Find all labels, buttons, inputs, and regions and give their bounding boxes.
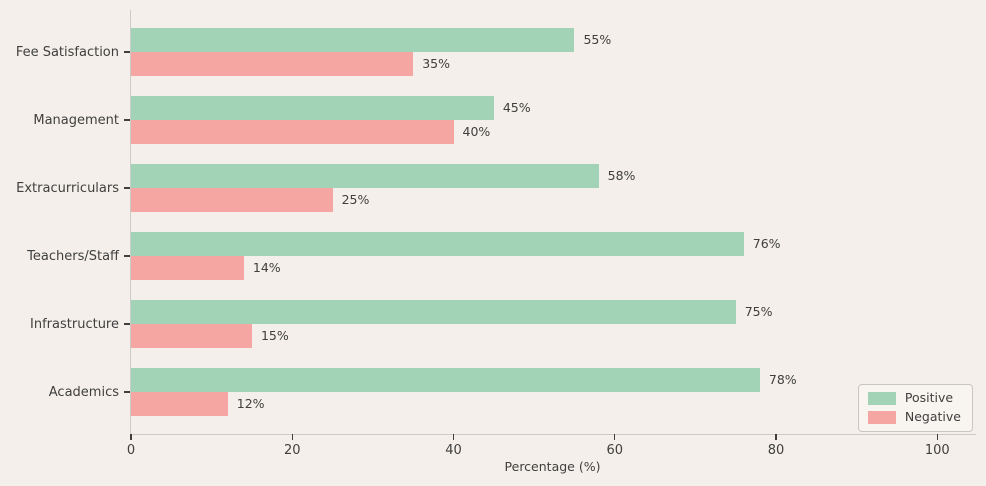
y-tick-mark-fee-satisfaction: [124, 51, 130, 53]
bar-negative-teachers-staff: [131, 256, 244, 280]
value-label-positive-extracurriculars: 58%: [607, 168, 636, 183]
legend-swatch-negative-icon: [867, 411, 896, 424]
bar-negative-extracurriculars: [131, 188, 333, 212]
x-tick-mark-0: [130, 434, 132, 440]
y-tick-mark-management: [124, 119, 130, 121]
bar-negative-infrastructure: [131, 324, 252, 348]
x-tick-label-80: 80: [767, 443, 785, 458]
x-tick-mark-40: [452, 434, 455, 440]
legend-label-positive: Positive: [904, 390, 954, 406]
x-tick-mark-20: [291, 434, 293, 440]
value-label-negative-academics: 12%: [236, 396, 265, 411]
x-tick-mark-80: [775, 434, 777, 440]
y-tick-label-extracurriculars: Extracurriculars: [16, 181, 119, 196]
x-axis-title: Percentage (%): [504, 459, 601, 474]
y-tick-label-infrastructure: Infrastructure: [30, 317, 119, 332]
plot-area: Fee Satisfaction 55% 35% Management 45% 40% Ex…: [16, 10, 976, 457]
bar-positive-infrastructure: [131, 300, 736, 324]
value-label-negative-infrastructure: 15%: [260, 328, 289, 343]
bar-positive-academics: [131, 368, 760, 392]
value-label-negative-extracurriculars: 25%: [341, 192, 370, 207]
bar-positive-fee-satisfaction: [131, 28, 575, 52]
legend-item-negative: Negative: [867, 409, 961, 425]
legend-swatch-positive-icon: [867, 392, 896, 405]
bar-negative-fee-satisfaction: [131, 52, 414, 76]
y-tick-mark-extracurriculars: [124, 187, 130, 189]
x-tick-label-60: 60: [606, 443, 624, 458]
value-label-positive-fee-satisfaction: 55%: [583, 32, 612, 47]
value-label-positive-teachers-staff: 76%: [752, 236, 781, 251]
x-tick-label-20: 20: [283, 443, 301, 458]
legend: Positive Negative: [857, 384, 973, 432]
y-tick-mark-academics: [124, 391, 130, 393]
bar-negative-management: [131, 120, 454, 144]
x-tick-mark-60: [614, 434, 616, 440]
x-tick-mark-100: [936, 434, 938, 440]
bar-positive-management: [131, 96, 494, 120]
x-tick-label-100: 100: [924, 443, 950, 458]
y-tick-label-academics: Academics: [48, 385, 119, 400]
value-label-negative-fee-satisfaction: 35%: [422, 56, 450, 71]
x-tick-label-0: 0: [126, 443, 136, 458]
value-label-positive-infrastructure: 75%: [744, 304, 773, 319]
bar-positive-extracurriculars: [131, 164, 599, 188]
bar-positive-teachers-staff: [131, 232, 744, 256]
legend-label-negative: Negative: [904, 409, 961, 425]
y-tick-mark-teachers-staff: [124, 255, 130, 257]
x-tick-label-40: 40: [445, 443, 462, 458]
bar-negative-academics: [131, 392, 228, 416]
y-tick-mark-infrastructure: [124, 323, 130, 325]
legend-item-positive: Positive: [867, 390, 961, 406]
y-tick-label-teachers-staff: Teachers/Staff: [27, 249, 119, 264]
y-tick-label-management: Management: [33, 113, 119, 128]
value-label-negative-teachers-staff: 14%: [252, 260, 281, 275]
value-label-positive-management: 45%: [502, 100, 531, 115]
y-tick-label-fee-satisfaction: Fee Satisfaction: [15, 45, 119, 60]
value-label-positive-academics: 78%: [768, 372, 797, 387]
value-label-negative-management: 40%: [462, 124, 491, 139]
